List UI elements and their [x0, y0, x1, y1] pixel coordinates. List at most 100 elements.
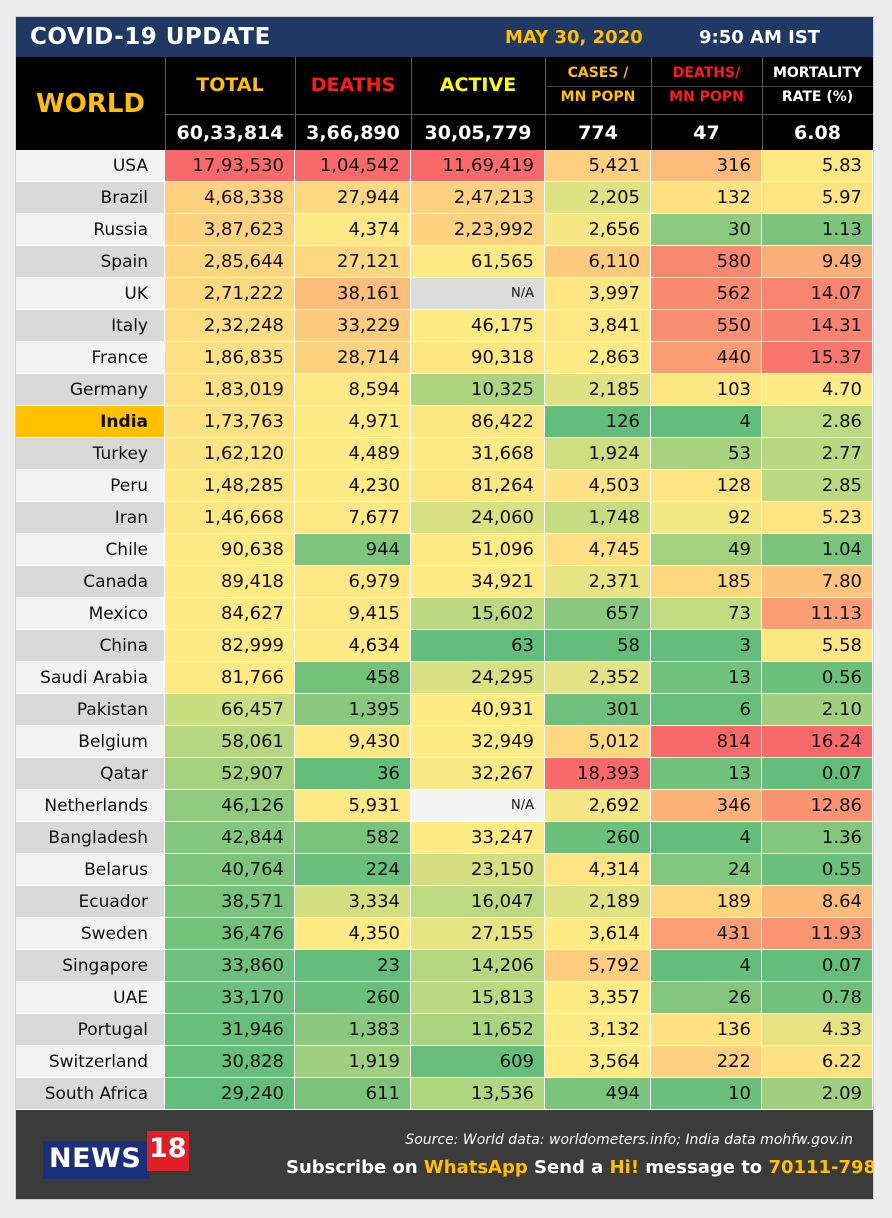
- cell-mortality: 6.22: [762, 1046, 873, 1078]
- cell-deaths-mn: 4: [651, 950, 762, 982]
- cell-deaths-mn: 550: [651, 310, 762, 342]
- news18-logo: NEWS 18: [43, 1131, 189, 1179]
- cell-cases-mn: 3,841: [545, 310, 651, 342]
- cell-mortality: 5.23: [762, 502, 873, 534]
- cell-active: N/A: [411, 278, 545, 310]
- table-row: Netherlands 46,126 5,931 N/A 2,692 346 12.86: [16, 790, 873, 822]
- cell-deaths: 611: [295, 1078, 411, 1110]
- table-row: Chile 90,638 944 51,096 4,745 49 1.04: [16, 534, 873, 566]
- cell-total: 82,999: [165, 630, 295, 662]
- cell-deaths: 4,374: [295, 214, 411, 246]
- cell-cases-mn: 4,314: [545, 854, 651, 886]
- cell-mortality: 12.86: [762, 790, 873, 822]
- cell-active: 2,23,992: [411, 214, 545, 246]
- cell-cases-mn: 2,352: [545, 662, 651, 694]
- table-row: UAE 33,170 260 15,813 3,357 26 0.78: [16, 982, 873, 1014]
- cell-deaths: 458: [295, 662, 411, 694]
- table-row: Belgium 58,061 9,430 32,949 5,012 814 16.24: [16, 726, 873, 758]
- country-name: Singapore: [16, 950, 165, 982]
- cell-deaths-mn: 4: [651, 822, 762, 854]
- table-row: France 1,86,835 28,714 90,318 2,863 440 15.37: [16, 342, 873, 374]
- table-row: UK 2,71,222 38,161 N/A 3,997 562 14.07: [16, 278, 873, 310]
- cell-cases-mn: 126: [545, 406, 651, 438]
- cell-active: 27,155: [411, 918, 545, 950]
- country-name: Brazil: [16, 182, 165, 214]
- cell-deaths-mn: 4: [651, 406, 762, 438]
- country-name: Saudi Arabia: [16, 662, 165, 694]
- cell-mortality: 11.93: [762, 918, 873, 950]
- table-row: Peru 1,48,285 4,230 81,264 4,503 128 2.85: [16, 470, 873, 502]
- cell-cases-mn: 2,692: [545, 790, 651, 822]
- col-total-header: TOTAL: [196, 74, 264, 96]
- cell-mortality: 5.97: [762, 182, 873, 214]
- country-name: Qatar: [16, 758, 165, 790]
- cell-deaths-mn: 30: [651, 214, 762, 246]
- table-row: Pakistan 66,457 1,395 40,931 301 6 2.10: [16, 694, 873, 726]
- country-name: Pakistan: [16, 694, 165, 726]
- cell-total: 33,860: [165, 950, 295, 982]
- cell-deaths: 4,350: [295, 918, 411, 950]
- country-name: Sweden: [16, 918, 165, 950]
- country-name: Iran: [16, 502, 165, 534]
- cell-deaths: 27,944: [295, 182, 411, 214]
- cell-active: 609: [411, 1046, 545, 1078]
- cell-mortality: 14.31: [762, 310, 873, 342]
- table-row: India 1,73,763 4,971 86,422 126 4 2.86: [16, 406, 873, 438]
- cell-cases-mn: 2,189: [545, 886, 651, 918]
- col-mortality-header-line1: MORTALITY: [772, 65, 863, 81]
- cell-total: 2,71,222: [165, 278, 295, 310]
- cell-active: 11,69,419: [411, 150, 545, 182]
- cell-total: 84,627: [165, 598, 295, 630]
- cell-cases-mn: 494: [545, 1078, 651, 1110]
- cell-deaths-mn: 26: [651, 982, 762, 1014]
- cell-cases-mn: 2,863: [545, 342, 651, 374]
- cell-deaths: 38,161: [295, 278, 411, 310]
- cell-cases-mn: 4,745: [545, 534, 651, 566]
- cell-deaths-mn: 440: [651, 342, 762, 374]
- cell-active: 24,060: [411, 502, 545, 534]
- cell-deaths-mn: 814: [651, 726, 762, 758]
- country-name: UK: [16, 278, 165, 310]
- cell-active: 90,318: [411, 342, 545, 374]
- cell-total: 89,418: [165, 566, 295, 598]
- cell-cases-mn: 18,393: [545, 758, 651, 790]
- cell-mortality: 14.07: [762, 278, 873, 310]
- cell-active: 33,247: [411, 822, 545, 854]
- cell-cases-mn: 5,012: [545, 726, 651, 758]
- update-date: MAY 30, 2020: [505, 27, 643, 48]
- table-row: Iran 1,46,668 7,677 24,060 1,748 92 5.23: [16, 502, 873, 534]
- cell-deaths: 9,430: [295, 726, 411, 758]
- cell-cases-mn: 2,185: [545, 374, 651, 406]
- cell-cases-mn: 2,656: [545, 214, 651, 246]
- cell-total: 1,83,019: [165, 374, 295, 406]
- cell-mortality: 0.78: [762, 982, 873, 1014]
- cell-deaths: 7,677: [295, 502, 411, 534]
- cell-cases-mn: 3,614: [545, 918, 651, 950]
- cell-cases-mn: 3,132: [545, 1014, 651, 1046]
- cell-total: 33,170: [165, 982, 295, 1014]
- country-name: Belgium: [16, 726, 165, 758]
- cell-total: 66,457: [165, 694, 295, 726]
- world-label: WORLD: [36, 88, 145, 119]
- table-row: Switzerland 30,828 1,919 609 3,564 222 6.22: [16, 1046, 873, 1078]
- cell-total: 90,638: [165, 534, 295, 566]
- col-cases-mn-header-line2: MN POPN: [560, 89, 636, 105]
- cell-cases-mn: 2,205: [545, 182, 651, 214]
- cell-total: 58,061: [165, 726, 295, 758]
- cell-total: 2,85,644: [165, 246, 295, 278]
- title-bar: COVID-19 UPDATE MAY 30, 2020 9:50 AM IST: [16, 17, 873, 57]
- cell-deaths-mn: 128: [651, 470, 762, 502]
- cell-total: 42,844: [165, 822, 295, 854]
- cell-cases-mn: 58: [545, 630, 651, 662]
- country-name: Netherlands: [16, 790, 165, 822]
- cell-mortality: 4.33: [762, 1014, 873, 1046]
- divider: [295, 57, 296, 150]
- cell-cases-mn: 301: [545, 694, 651, 726]
- cell-total: 2,32,248: [165, 310, 295, 342]
- cell-mortality: 5.58: [762, 630, 873, 662]
- cell-mortality: 11.13: [762, 598, 873, 630]
- cell-deaths: 6,979: [295, 566, 411, 598]
- update-time: 9:50 AM IST: [699, 27, 821, 48]
- cell-mortality: 2.77: [762, 438, 873, 470]
- cell-cases-mn: 4,503: [545, 470, 651, 502]
